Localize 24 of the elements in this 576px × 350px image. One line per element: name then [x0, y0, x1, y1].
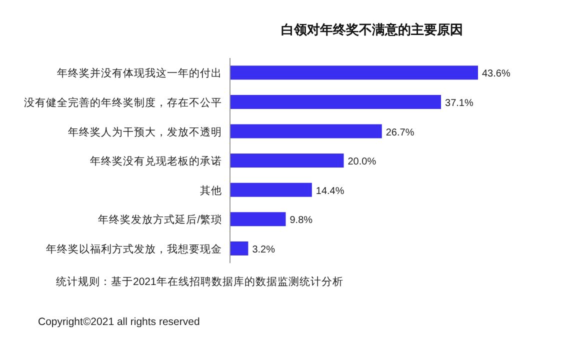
bar: [230, 66, 478, 80]
data-label: 9.8%: [290, 215, 313, 226]
bar: [230, 241, 248, 256]
text: 统计规则：基于2021年在线招聘数据库的数据监测统计分析: [56, 275, 344, 288]
bar: [230, 124, 382, 138]
data-label: 43.6%: [482, 68, 510, 80]
data-label: 20.0%: [348, 156, 376, 168]
data-label: 37.1%: [445, 98, 474, 109]
y-tick-label: 年终奖人为干预大，发放不透明: [68, 125, 222, 138]
text: Copyright©2021 all rights reserved: [38, 316, 200, 328]
data-label: 14.4%: [316, 186, 344, 197]
y-tick-label: 年终奖发放方式延后/繁琐: [98, 213, 222, 226]
bar: [230, 94, 442, 109]
y-tick-label: 年终奖没有兑现老板的承诺: [90, 154, 222, 168]
bar: [230, 154, 344, 168]
y-tick-label: 年终奖以福利方式发放，我想要现金: [46, 242, 222, 256]
y-tick-label: 年终奖并没有体现我这一年的付出: [57, 66, 222, 80]
data-label: 3.2%: [252, 244, 276, 256]
bar: [230, 182, 312, 197]
data-label: 26.7%: [386, 127, 414, 138]
y-tick-label: 没有健全完善的年终奖制度，存在不公平: [24, 96, 222, 109]
bar: [230, 212, 286, 226]
y-tick-label: 其他: [200, 184, 222, 197]
chart-title: 白领对年终奖不满意的主要原因: [281, 22, 463, 37]
